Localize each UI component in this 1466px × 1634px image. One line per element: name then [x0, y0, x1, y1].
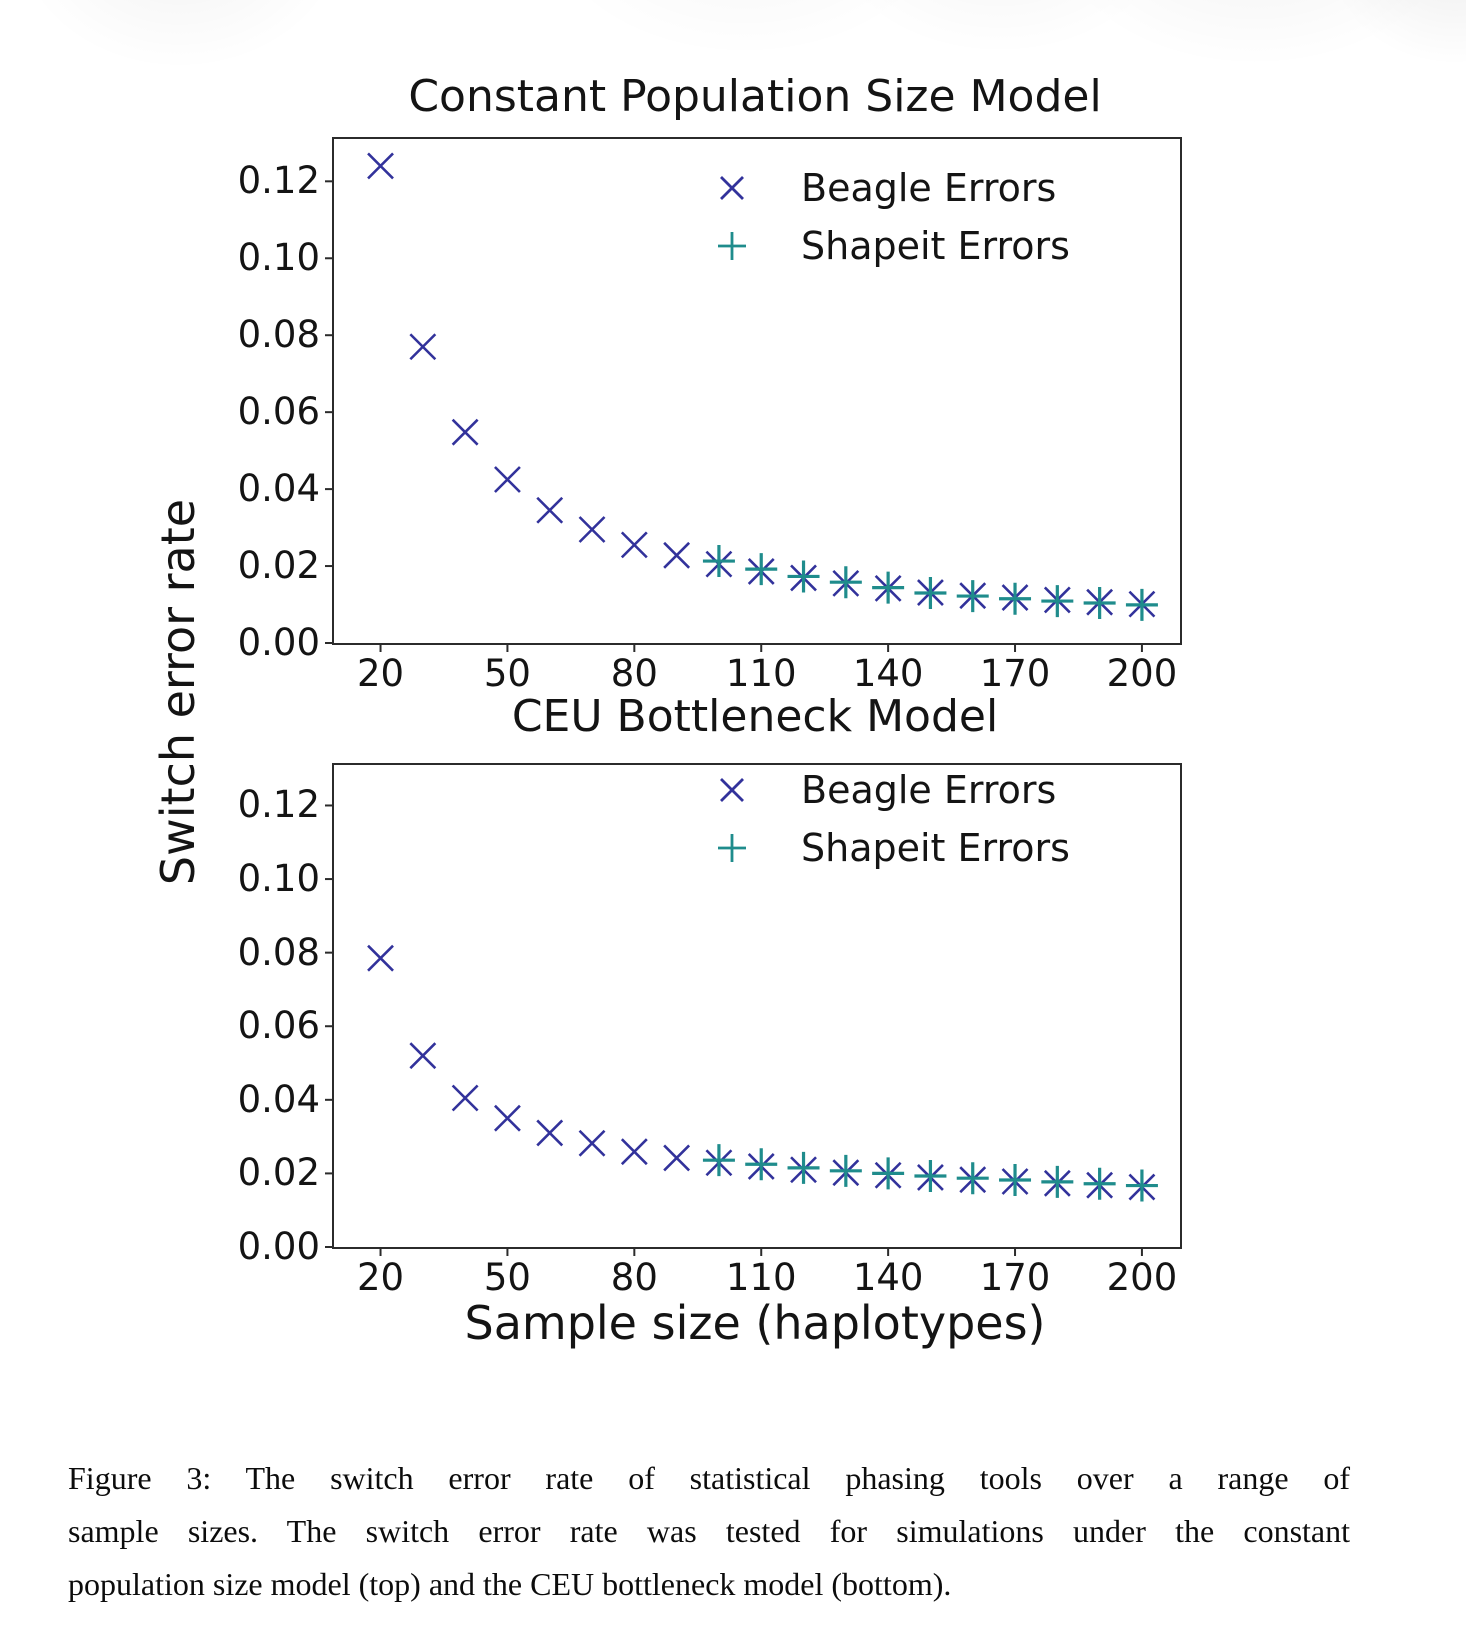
data-point-beagle — [451, 1084, 479, 1112]
x-tick-label: 140 — [852, 1256, 924, 1299]
plus-marker-icon — [718, 232, 746, 260]
y-tick-label: 0.00 — [237, 621, 320, 664]
data-point-beagle — [663, 541, 691, 569]
data-point-beagle — [620, 531, 648, 559]
data-point-shapeit — [872, 1157, 905, 1190]
plot-area — [325, 152, 1158, 652]
x-marker-icon — [720, 176, 744, 200]
y-tick-label: 0.08 — [237, 930, 320, 974]
x-tick-label: 80 — [610, 652, 658, 695]
chart-title-constant-population: Constant Population Size Model — [408, 71, 1102, 122]
data-point-shapeit — [1125, 588, 1158, 621]
y-tick-label: 0.10 — [237, 857, 320, 901]
chart-title-ceu-bottleneck: CEU Bottleneck Model — [511, 691, 999, 742]
x-axis-label: Sample size (haplotypes) — [464, 1296, 1046, 1350]
legend-item-beagle: Beagle Errors — [699, 761, 1070, 819]
data-point-shapeit — [829, 566, 862, 599]
y-tick-label: 0.10 — [237, 236, 320, 280]
data-point-beagle — [409, 1042, 437, 1070]
x-tick-label: 170 — [979, 652, 1051, 695]
y-tick-label: 0.06 — [237, 390, 320, 434]
data-point-shapeit — [1125, 1169, 1158, 1202]
x-tick-label: 200 — [1106, 652, 1178, 695]
data-point-beagle — [578, 1129, 606, 1157]
data-point-shapeit — [702, 545, 735, 578]
y-tick-label: 0.02 — [237, 1151, 320, 1195]
legend-label-shapeit: Shapeit Errors — [801, 826, 1070, 870]
x-tick-label: 170 — [979, 1256, 1051, 1299]
data-point-shapeit — [1083, 586, 1116, 619]
data-point-shapeit — [745, 553, 778, 586]
y-tick-label: 0.08 — [237, 313, 320, 357]
x-tick-label: 50 — [483, 652, 531, 695]
y-tick-label: 0.12 — [237, 159, 320, 203]
legend-label-beagle: Beagle Errors — [801, 768, 1057, 812]
page-top-scan-artifact — [0, 0, 1466, 130]
legend: Beagle Errors Shapeit Errors — [699, 159, 1070, 275]
data-point-shapeit — [956, 580, 989, 613]
data-point-shapeit — [999, 1164, 1032, 1197]
legend: Beagle Errors Shapeit Errors — [699, 761, 1070, 877]
data-point-beagle — [367, 152, 394, 180]
y-tick-label: 0.06 — [237, 1004, 320, 1048]
data-point-shapeit — [745, 1148, 778, 1181]
data-point-beagle — [367, 944, 394, 972]
data-point-shapeit — [1041, 585, 1074, 618]
x-tick-label: 80 — [610, 1256, 658, 1299]
data-point-beagle — [494, 466, 521, 493]
data-point-shapeit — [787, 560, 820, 593]
plus-marker-icon — [718, 834, 746, 862]
data-point-beagle — [451, 418, 479, 446]
legend-label-beagle: Beagle Errors — [801, 166, 1057, 210]
legend-item-beagle: Beagle Errors — [699, 159, 1070, 217]
data-point-shapeit — [829, 1154, 862, 1187]
y-tick-label: 0.04 — [237, 467, 320, 511]
caption-line: population size model (top) and the CEU … — [68, 1566, 952, 1602]
plot-area — [325, 804, 1158, 1256]
x-tick-label: 20 — [356, 1256, 405, 1299]
x-tick-label: 110 — [725, 1256, 797, 1299]
data-point-beagle — [409, 333, 437, 361]
x-tick-label: 20 — [356, 652, 405, 695]
data-point-shapeit — [872, 571, 905, 604]
data-point-beagle — [620, 1138, 648, 1166]
legend-item-shapeit: Shapeit Errors — [699, 217, 1070, 275]
data-point-shapeit — [702, 1144, 735, 1177]
y-tick-label: 0.02 — [237, 544, 320, 588]
data-point-shapeit — [914, 576, 947, 609]
data-point-shapeit — [1041, 1165, 1074, 1198]
legend-label-shapeit: Shapeit Errors — [801, 224, 1070, 268]
data-point-shapeit — [999, 582, 1032, 615]
data-point-shapeit — [1083, 1167, 1116, 1200]
legend-item-shapeit: Shapeit Errors — [699, 819, 1070, 877]
chart-ceu-bottleneck: Beagle Errors Shapeit Errors 20 50 80 110 14… — [238, 761, 1182, 1299]
y-tick-label: 0.00 — [237, 1225, 320, 1268]
caption-line: sample sizes. The switch error rate was … — [68, 1513, 1350, 1549]
x-tick-label: 110 — [725, 652, 797, 695]
x-tick-label: 140 — [852, 652, 924, 695]
y-axis-label: Switch error rate — [151, 498, 205, 886]
figure-caption: Figure 3: The switch error rate of stati… — [68, 1452, 1350, 1611]
caption-line: Figure 3: The switch error rate of stati… — [68, 1460, 1350, 1496]
x-tick-label: 200 — [1106, 1256, 1178, 1299]
chart-constant-population: Beagle Errors Shapeit Errors 20 50 80 110 14… — [238, 137, 1182, 695]
x-marker-icon — [720, 778, 744, 802]
data-point-beagle — [536, 1119, 564, 1147]
y-tick-label: 0.04 — [237, 1077, 320, 1121]
data-point-beagle — [663, 1144, 691, 1172]
data-point-shapeit — [914, 1159, 947, 1192]
data-point-beagle — [536, 496, 564, 524]
y-tick-label: 0.12 — [237, 783, 320, 827]
data-point-shapeit — [787, 1151, 820, 1184]
data-point-shapeit — [956, 1162, 989, 1195]
x-tick-label: 50 — [483, 1256, 531, 1299]
data-point-beagle — [494, 1104, 521, 1132]
data-point-beagle — [578, 516, 606, 543]
